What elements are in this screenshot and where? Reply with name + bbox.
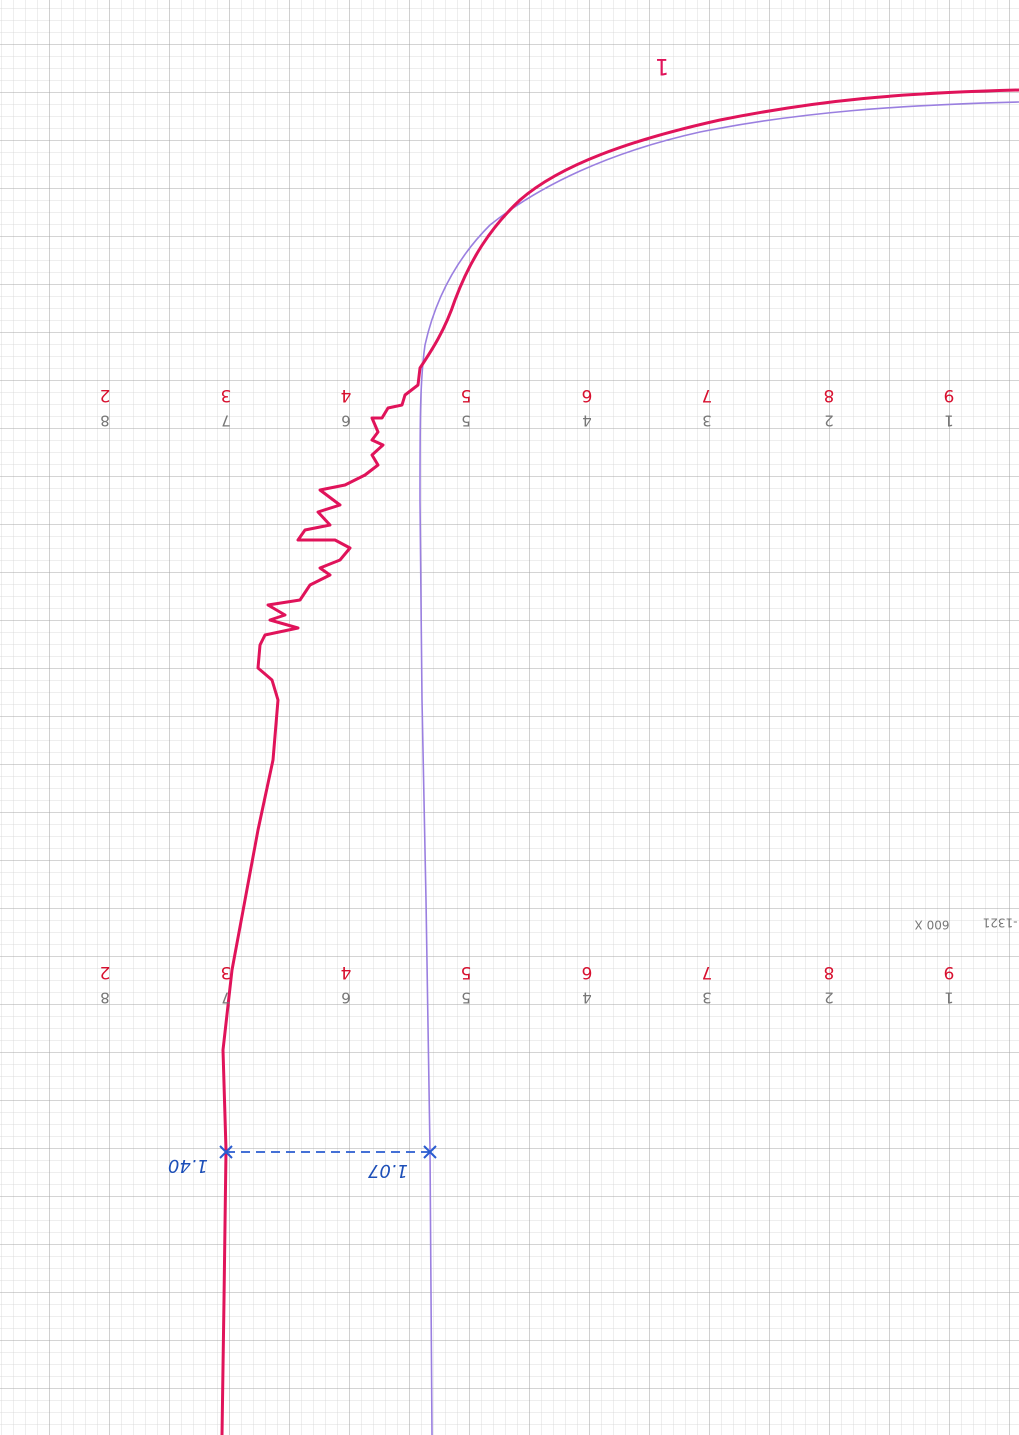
scale-digit: 4 bbox=[582, 412, 592, 430]
margin-text: 600 X bbox=[915, 918, 950, 932]
scale-digit: 3 bbox=[221, 962, 232, 982]
scale-digit: 9 bbox=[944, 385, 955, 405]
scale-digit: 6 bbox=[582, 385, 593, 405]
scale-digit: 8 bbox=[100, 412, 110, 430]
scale-digit: 8 bbox=[824, 385, 835, 405]
pink-curve bbox=[220, 88, 1019, 1435]
scale-digit: 5 bbox=[461, 412, 471, 430]
scale-digit: 9 bbox=[944, 962, 955, 982]
scale-digit: 3 bbox=[702, 412, 712, 430]
scale-digit: 2 bbox=[824, 412, 834, 430]
scale-digit: 2 bbox=[100, 385, 111, 405]
scale-digit: 5 bbox=[461, 989, 471, 1007]
scale-digit: 8 bbox=[100, 989, 110, 1007]
scale-digit: 6 bbox=[582, 962, 593, 982]
annotation: 1.07 bbox=[367, 1160, 408, 1181]
scale-digit: 5 bbox=[461, 385, 472, 405]
scale-digit: 7 bbox=[702, 962, 713, 982]
scale-digit: 4 bbox=[341, 385, 352, 405]
annotation: 1.40 bbox=[168, 1155, 208, 1176]
scale-digit: 3 bbox=[221, 385, 232, 405]
scale-digit: 7 bbox=[221, 989, 231, 1007]
scale-digit: 1 bbox=[944, 412, 954, 430]
scale-digit: 5 bbox=[461, 962, 472, 982]
scale-digit: 7 bbox=[702, 385, 713, 405]
scale-digit: 4 bbox=[341, 962, 352, 982]
annotation: 1 bbox=[655, 53, 669, 78]
scale-digit: 3 bbox=[702, 989, 712, 1007]
scale-digit: 6 bbox=[341, 412, 351, 430]
scale-digit: 2 bbox=[100, 962, 111, 982]
scale-digit: 6 bbox=[341, 989, 351, 1007]
scale-digit: 7 bbox=[221, 412, 231, 430]
scale-digit: 1 bbox=[944, 989, 954, 1007]
scale-digit: 8 bbox=[824, 962, 835, 982]
scale-digit: 2 bbox=[824, 989, 834, 1007]
cross-mark bbox=[219, 1145, 437, 1159]
scale-digit: 4 bbox=[582, 989, 592, 1007]
margin-text: -1321 bbox=[983, 916, 1018, 930]
